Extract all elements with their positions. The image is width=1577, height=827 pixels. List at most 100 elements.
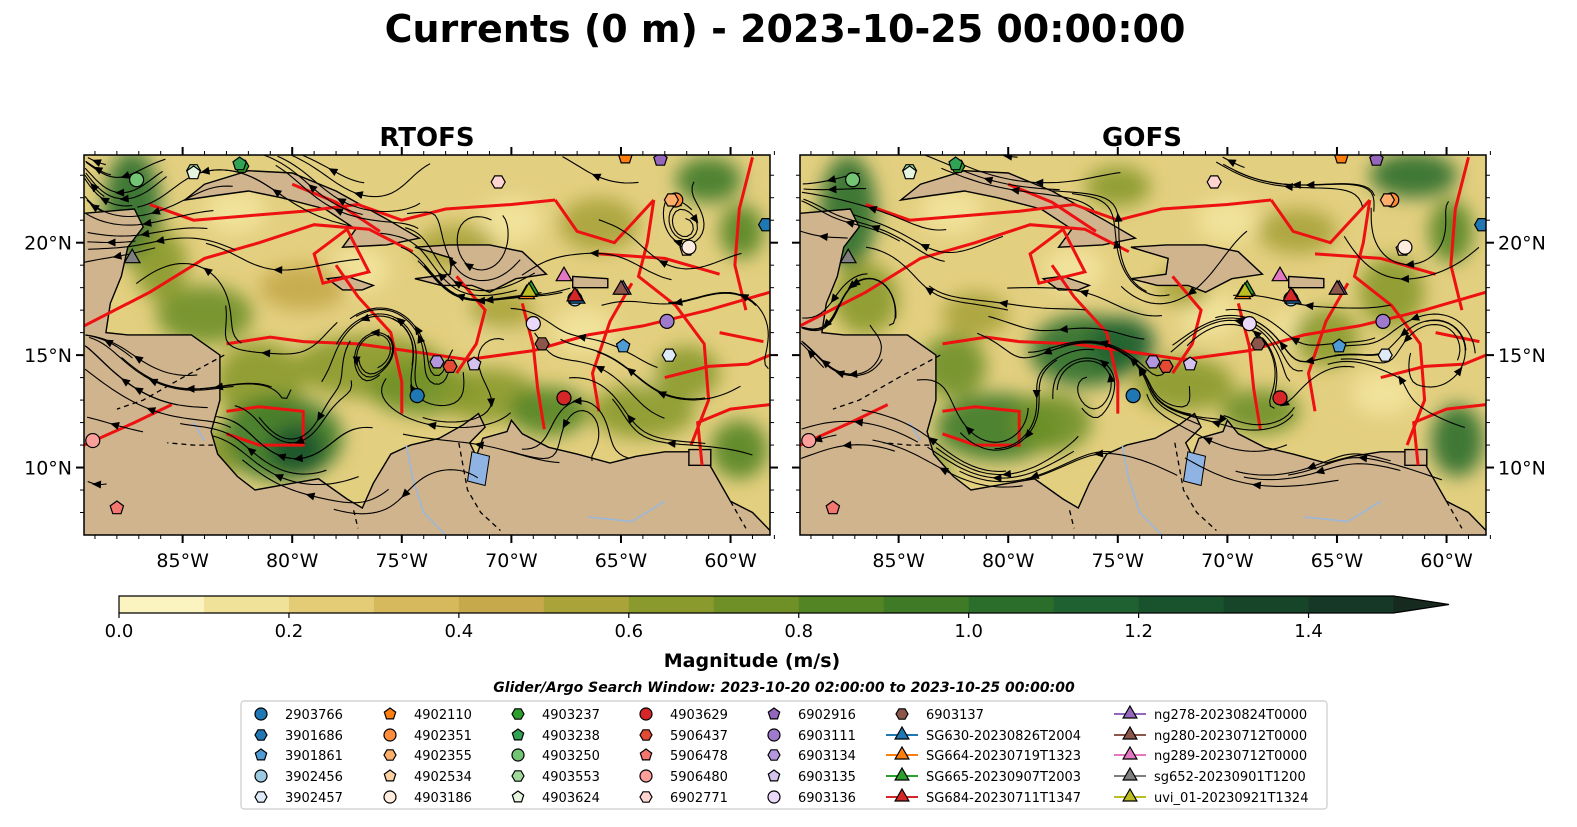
legend-label: 3901861 xyxy=(285,749,343,764)
legend-marker xyxy=(894,766,910,781)
argo-float-marker xyxy=(525,316,541,332)
legend-marker xyxy=(383,769,397,782)
search-window-subtitle: Glider/Argo Search Window: 2023-10-20 02… xyxy=(493,680,1075,696)
colorbar-extend-arrow xyxy=(1393,596,1449,613)
legend-marker xyxy=(511,790,525,803)
argo-float-marker xyxy=(1206,175,1222,189)
lat-tick-label: 15°N xyxy=(24,345,72,367)
legend-marker xyxy=(1122,745,1138,760)
colorbar-segment xyxy=(288,596,375,613)
legend-label: 4903186 xyxy=(414,791,472,806)
legend-item: 5906437 xyxy=(639,729,728,744)
map-frame xyxy=(83,154,771,536)
legend-label: 6902916 xyxy=(798,708,856,723)
legend-item: 3902457 xyxy=(254,791,343,806)
legend-marker xyxy=(383,749,397,761)
legend-item: 6902916 xyxy=(767,707,856,723)
glider-marker xyxy=(1236,281,1254,297)
colorbar-label: Magnitude (m/s) xyxy=(664,650,841,672)
legend-marker xyxy=(894,787,910,802)
panel-rtofs: RTOFS 85°W 80°W 75°W 70°W 65°W 60°W 20°N 15°N 10… xyxy=(24,123,778,572)
argo-float-marker xyxy=(1379,193,1396,207)
legend-label: 4903629 xyxy=(670,708,728,723)
streamlines xyxy=(84,155,769,515)
argo-float-marker xyxy=(556,390,572,406)
legend-item: SG664-20230719T1323 xyxy=(886,745,1081,764)
legend-marker xyxy=(1122,704,1138,719)
argo-float-marker xyxy=(1397,239,1413,255)
glider-marker xyxy=(1328,279,1346,295)
legend: 2903766 3901686 3901861 3902456 3902457 49021… xyxy=(240,700,1328,810)
legend-label: 2903766 xyxy=(285,708,343,723)
lon-tick-label: 60°W xyxy=(1420,550,1473,572)
legend-item: 3901686 xyxy=(254,729,343,744)
legend-item: 4902351 xyxy=(383,728,472,744)
legend-label: 6903135 xyxy=(798,770,856,785)
legend-marker xyxy=(639,791,653,803)
legend-item: 4903237 xyxy=(511,708,600,723)
glider-marker xyxy=(566,286,584,302)
legend-item: ng280-20230712T0000 xyxy=(1114,725,1307,744)
legend-item: 4902110 xyxy=(383,707,472,723)
colorbar: 0.0 0.2 0.4 0.6 0.8 1.0 1.2 1.4 Magnitude (m/s) xyxy=(105,595,1450,672)
argo-float-marker xyxy=(129,172,145,188)
argo-float-marker xyxy=(1145,355,1161,369)
lon-tick-label: 60°W xyxy=(704,550,757,572)
legend-label: 6903136 xyxy=(798,791,856,806)
legend-marker xyxy=(254,769,268,783)
glider-marker xyxy=(839,248,858,264)
argo-float-marker xyxy=(618,155,633,164)
glider-marker xyxy=(1271,266,1289,282)
legend-item: 6903137 xyxy=(895,708,984,723)
colorbar-segment xyxy=(1308,596,1395,613)
legend-marker xyxy=(639,748,653,761)
lon-tick-label: 70°W xyxy=(485,550,538,572)
lat-tick-label: 10°N xyxy=(1498,458,1546,480)
argo-float-marker xyxy=(661,348,677,362)
argo-float-marker xyxy=(845,172,861,188)
lon-tick-label: 80°W xyxy=(982,550,1035,572)
argo-float-marker xyxy=(1331,338,1347,353)
colorbar-tick-label: 1.4 xyxy=(1294,621,1323,642)
colorbar-segment xyxy=(883,596,970,613)
legend-label: 6902771 xyxy=(670,791,728,806)
legend-item: SG665-20230907T2003 xyxy=(886,766,1081,785)
lat-tick-label: 20°N xyxy=(24,233,72,255)
colorbar-segment xyxy=(628,596,715,613)
legend-item: 6902771 xyxy=(639,791,728,806)
colorbar-tick-label: 0.6 xyxy=(614,621,643,642)
legend-marker xyxy=(639,729,653,741)
legend-label: 4902534 xyxy=(414,770,472,785)
legend-label: 5906478 xyxy=(670,749,728,764)
legend-label: 4903553 xyxy=(542,770,600,785)
figure-title: Currents (0 m) - 2023-10-25 00:00:00 xyxy=(385,7,1186,51)
legend-marker xyxy=(254,791,268,803)
argo-float-marker xyxy=(1241,316,1257,332)
legend-label: 4902110 xyxy=(414,708,472,723)
legend-label: 3902456 xyxy=(285,770,343,785)
legend-label: 6903137 xyxy=(926,708,984,723)
legend-marker xyxy=(767,707,781,720)
legend-marker xyxy=(254,707,268,721)
lon-tick-label: 65°W xyxy=(595,550,648,572)
argo-float-marker xyxy=(442,359,458,373)
legend-label: sg652-20230901T1200 xyxy=(1154,770,1306,785)
argo-float-marker xyxy=(681,239,697,255)
colorbar-segment xyxy=(713,596,800,613)
glider-marker xyxy=(555,266,573,282)
legend-label: ng289-20230712T0000 xyxy=(1154,749,1307,764)
legend-box xyxy=(240,700,1328,810)
legend-item: ng278-20230824T0000 xyxy=(1114,704,1307,723)
legend-label: SG630-20230826T2004 xyxy=(926,729,1081,744)
lon-tick-label: 85°W xyxy=(872,550,925,572)
legend-marker xyxy=(639,769,653,783)
legend-item: 3901861 xyxy=(254,748,343,764)
legend-item: SG630-20230826T2004 xyxy=(886,725,1081,744)
legend-marker xyxy=(383,707,397,720)
colorbar-tick-label: 1.2 xyxy=(1124,621,1153,642)
legend-label: 4903238 xyxy=(542,729,600,744)
argo-float-marker xyxy=(1250,337,1266,351)
legend-item: 4903238 xyxy=(511,728,600,744)
legend-label: 4903624 xyxy=(542,791,600,806)
legend-marker xyxy=(1122,725,1138,740)
